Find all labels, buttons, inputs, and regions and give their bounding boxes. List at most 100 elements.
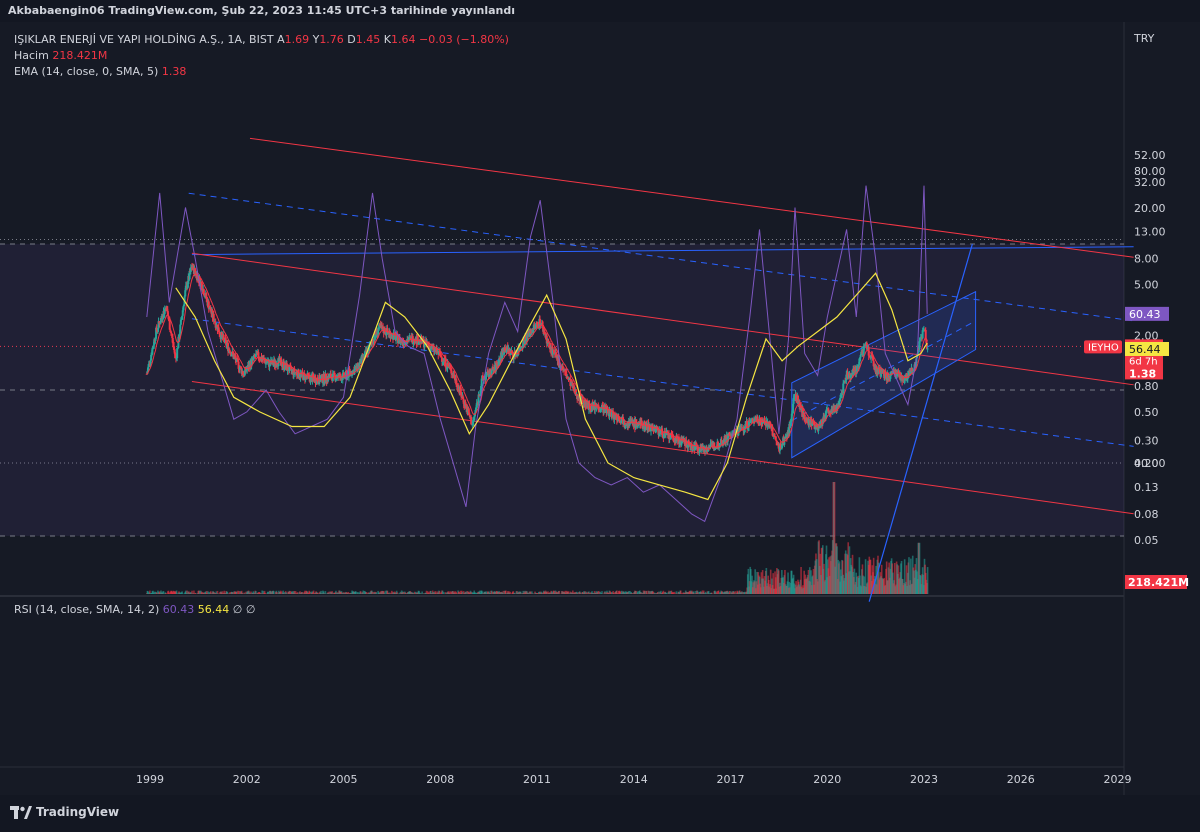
volume-bar [660,590,662,594]
rsi-tag: 60.43 [1129,308,1161,321]
candle-body [885,374,888,378]
volume-bar [616,590,618,594]
volume-bar [371,591,374,594]
candle-body [364,351,367,354]
rsi-ma-tag-bg [1125,341,1169,356]
candle-body [618,418,621,421]
legend-ema-label[interactable]: EMA (14, close, 0, SMA, 5) [14,65,159,78]
price-tick-label: 20.00 [1134,202,1166,215]
volume-bar [665,592,668,594]
candle-body [368,344,371,352]
volume-bar [756,571,758,594]
volume-bar [186,590,188,594]
chart-area[interactable]: TRY52.0032.0020.0013.008.005.003.002.000… [0,22,1200,795]
volume-bar [727,591,730,594]
candle-body [775,439,778,442]
candle-body [849,375,852,378]
candle-body [839,395,842,398]
volume-bar [382,591,385,594]
volume-bar [389,592,392,594]
candle-body [254,353,257,357]
price-tick-label: 0.05 [1134,534,1159,547]
volume-bar [522,590,525,594]
candle-body [481,375,484,379]
candle-body [265,361,268,363]
candle-body [311,374,314,382]
candle-body [158,321,161,323]
candle-body [360,356,363,364]
candle-body [394,334,397,341]
volume-bar [702,590,705,594]
candle-body [689,444,692,447]
candle-body [426,342,429,344]
candle-body [375,334,378,336]
candle-body [790,413,793,421]
legend-volume-label[interactable]: Hacim [14,49,49,62]
volume-bar [601,591,603,594]
candle-body [396,334,399,344]
candle-body [475,403,478,408]
candle-body [891,371,894,374]
candle-body [854,366,857,374]
legend-rsi-label[interactable]: RSI (14, close, SMA, 14, 2) [14,603,160,616]
volume-bar [784,569,786,594]
volume-bar [221,591,224,594]
candle-body [774,436,777,440]
legend-rsi-value: 60.43 [162,603,195,616]
volume-bar [512,591,515,594]
candle-body [290,366,293,371]
candle-body [868,355,871,357]
candle-body [217,327,220,333]
volume-bar [553,591,556,594]
volume-bar [593,591,596,594]
volume-bar [181,591,183,594]
candle-body [573,391,576,393]
candle-body [644,425,647,430]
volume-bar [777,570,780,594]
candle-body [475,407,478,410]
volume-bar [595,591,598,594]
candle-body [532,329,535,333]
volume-bar [248,591,250,594]
candle-body [240,366,243,369]
volume-bar [384,590,387,594]
volume-bar [737,591,739,594]
volume-bar [833,482,836,594]
candle-body [847,377,850,379]
legend-symbol[interactable]: IŞIKLAR ENERJİ VE YAPI HOLDİNG A.Ş., 1A,… [14,33,274,46]
price-tick-label: 2.00 [1134,329,1159,342]
volume-bar [147,591,149,594]
candle-body [882,370,885,374]
candle-body [157,321,160,329]
candle-body [707,449,710,452]
candle-body [610,411,613,417]
candle-body [564,370,567,372]
candle-body [281,365,284,367]
candle-body [720,439,723,444]
candle-body [620,420,623,423]
candle-body [538,318,541,325]
candle-body [740,425,743,429]
candle-body [470,416,473,425]
volume-bar [676,593,678,594]
candle-body [796,395,799,401]
candle-body [779,444,782,448]
candle-body [261,359,264,361]
ema-tag: 1.38 [1129,367,1156,380]
candle-body [591,402,594,412]
candle-body [401,339,404,343]
volume-bar [751,575,753,594]
candle-body [896,371,899,377]
candle-body [378,323,381,328]
volume-bar [347,591,350,594]
candle-body [397,340,400,344]
candle-body [250,359,253,367]
volume-bar [243,593,246,594]
tradingview-logo[interactable]: TradingView [10,805,119,820]
volume-bar [283,592,286,594]
volume-bar [386,590,389,594]
volume-bar [514,593,516,594]
volume-bar [261,590,263,594]
volume-bar [584,591,587,594]
candle-body [334,375,337,381]
